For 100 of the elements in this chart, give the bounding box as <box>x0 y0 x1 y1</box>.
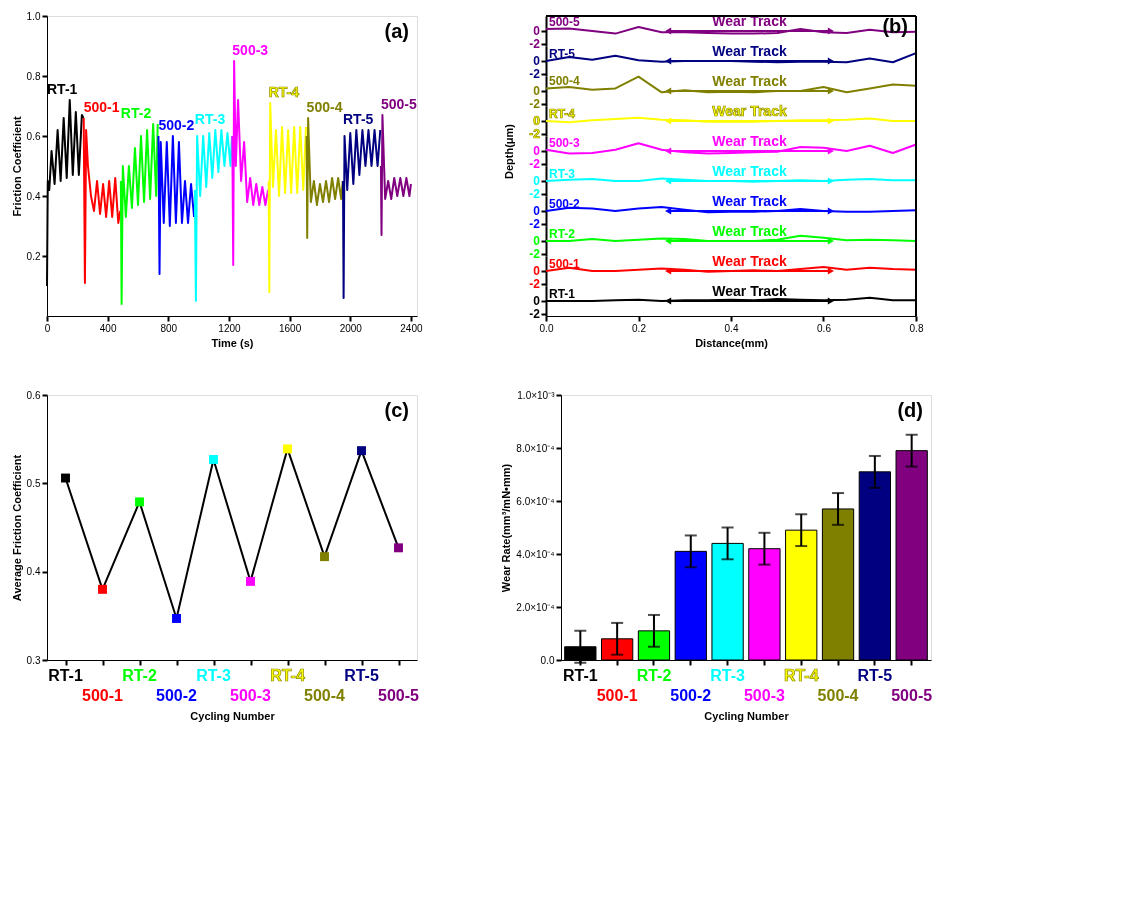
x-tick-label: RT-4 <box>270 667 305 684</box>
y-tick-label: -2 <box>529 307 541 322</box>
annotation: Wear Track <box>712 73 787 89</box>
x-tick-label: RT-2 <box>636 667 672 684</box>
y-tick-label: 0.4 <box>26 190 41 202</box>
y-tick-label: 0 <box>533 204 541 218</box>
annotation: (c) <box>384 399 409 421</box>
y-tick-label: 0 <box>533 234 541 248</box>
y-tick-label: 4.0×10⁻⁴ <box>516 548 555 560</box>
x-tick-label: RT-2 <box>122 667 157 684</box>
y-tick-label: 0.4 <box>26 566 41 578</box>
y-tick-label: 0 <box>533 114 541 128</box>
series-label: RT-5 <box>549 47 576 61</box>
x-tick-label: RT-1 <box>48 667 83 684</box>
y-axis-title: Wear Rate(mm³/mN•mm) <box>500 463 513 593</box>
x-tick-label: 0.4 <box>724 322 739 334</box>
x-tick-label: 500-3 <box>743 687 785 704</box>
y-tick-label: 6.0×10⁻⁴ <box>516 495 555 507</box>
y-tick-label: 0.5 <box>26 477 41 489</box>
y-axis-title: Friction Coefficient <box>10 116 23 217</box>
x-tick-label: 500-2 <box>670 687 712 704</box>
y-tick-label: 0 <box>533 294 541 308</box>
series-label: 500-1 <box>83 99 120 115</box>
annotation: Wear Track <box>712 163 787 179</box>
x-tick-label: RT-1 <box>562 667 598 684</box>
y-tick-label: -2 <box>529 157 541 172</box>
y-tick-label: 0 <box>533 84 541 98</box>
y-tick-label: -2 <box>529 187 541 202</box>
series-label: RT-5 <box>343 111 374 127</box>
y-tick-label: -2 <box>529 277 541 292</box>
annotation: (a) <box>384 20 409 42</box>
x-tick-label: 1200 <box>218 322 242 334</box>
y-tick-label: -2 <box>529 67 541 82</box>
y-tick-label: 0 <box>533 144 541 158</box>
x-axis-title: Time (s) <box>211 336 254 349</box>
x-tick-label: 2000 <box>339 322 363 334</box>
x-tick-label: 500-4 <box>817 687 859 704</box>
y-tick-label: 0.8 <box>26 70 41 82</box>
x-axis-title: Cycling Number <box>190 709 276 722</box>
x-tick-label: 2400 <box>400 322 423 334</box>
series-label: RT-4 <box>268 84 300 100</box>
annotation: (d) <box>897 399 923 421</box>
y-tick-label: 0.6 <box>26 389 41 401</box>
series-label: 500-4 <box>549 74 581 89</box>
series-label: 500-3 <box>549 135 581 150</box>
y-tick-label: 0.3 <box>26 654 41 666</box>
annotation: Wear Track <box>712 133 787 149</box>
series-label: RT-3 <box>549 167 576 181</box>
y-tick-label: 2.0×10⁻⁴ <box>516 601 555 613</box>
series-label: RT-1 <box>549 287 576 301</box>
y-tick-label: 0.2 <box>26 250 41 262</box>
y-tick-label: 1.0 <box>26 10 41 22</box>
x-tick-label: RT-4 <box>783 667 819 684</box>
x-tick-label: 400 <box>99 322 117 334</box>
series-label: 500-4 <box>306 99 343 115</box>
x-tick-label: 500-5 <box>891 687 933 704</box>
series-label: 500-2 <box>158 117 195 133</box>
y-tick-label: 0.0 <box>540 654 555 666</box>
y-tick-label: 0 <box>533 264 541 278</box>
x-tick-label: RT-5 <box>857 667 893 684</box>
x-tick-label: 0 <box>44 322 51 334</box>
y-tick-label: 0.6 <box>26 130 41 142</box>
y-tick-label: -2 <box>529 97 541 112</box>
y-tick-label: 8.0×10⁻⁴ <box>516 442 555 454</box>
series-label: 500-5 <box>380 96 417 112</box>
x-tick-label: 500-3 <box>230 687 272 704</box>
x-tick-label: 800 <box>160 322 178 334</box>
x-tick-label: 500-2 <box>156 687 198 704</box>
series-label: RT-2 <box>120 105 152 121</box>
y-tick-label: 0 <box>533 24 541 38</box>
annotation: Wear Track <box>712 103 787 119</box>
annotation: Wear Track <box>712 43 787 59</box>
x-tick-label: 500-1 <box>82 687 124 704</box>
x-tick-label: 0.8 <box>909 322 924 334</box>
x-tick-label: 500-5 <box>378 687 420 704</box>
x-tick-label: RT-3 <box>196 667 231 684</box>
x-axis-title: Cycling Number <box>704 709 790 722</box>
x-tick-label: 500-1 <box>596 687 638 704</box>
y-axis-title: Average Friction Coefficient <box>10 454 23 602</box>
x-axis-title: Distance(mm) <box>695 336 769 349</box>
y-axis-title: Depth(μm) <box>502 123 515 179</box>
y-tick-label: -2 <box>529 127 541 142</box>
series-label: RT-4 <box>549 107 576 121</box>
x-tick-label: 0.2 <box>632 322 647 334</box>
x-tick-label: 1600 <box>279 322 302 334</box>
y-tick-label: 0 <box>533 174 541 188</box>
annotation: Wear Track <box>712 253 787 269</box>
series-label: 500-1 <box>549 257 581 271</box>
series-label: RT-2 <box>549 227 576 241</box>
y-tick-label: -2 <box>529 37 541 52</box>
series-label: 500-2 <box>549 197 581 211</box>
annotation: Wear Track <box>712 223 787 239</box>
y-tick-label: 1.0×10⁻³ <box>517 389 556 401</box>
x-tick-label: RT-5 <box>344 667 379 684</box>
series-label: 500-3 <box>232 42 269 58</box>
annotation: Wear Track <box>712 283 787 299</box>
series-label: RT-1 <box>47 81 78 97</box>
annotation: Wear Track <box>712 193 787 209</box>
y-tick-label: -2 <box>529 247 541 262</box>
x-tick-label: 500-4 <box>304 687 346 704</box>
